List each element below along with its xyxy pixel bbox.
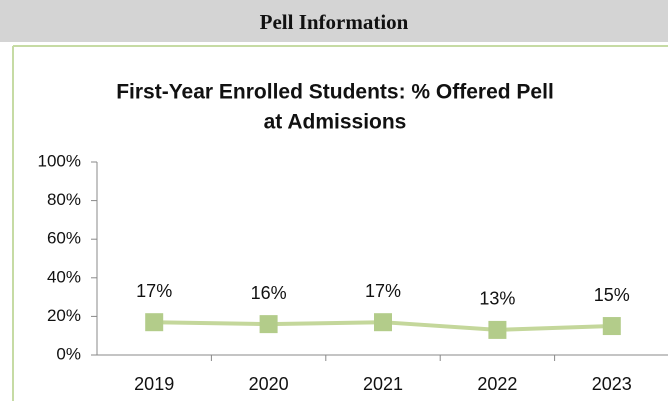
data-label: 13% xyxy=(479,289,515,309)
x-tick-label: 2022 xyxy=(477,374,517,394)
x-tick-label: 2023 xyxy=(592,374,632,394)
y-tick-label: 100% xyxy=(38,151,81,170)
y-tick-label: 80% xyxy=(47,190,81,209)
data-label: 17% xyxy=(365,281,401,301)
x-tick-label: 2019 xyxy=(134,374,174,394)
marker xyxy=(602,317,621,336)
header-title: Pell Information xyxy=(0,0,668,42)
y-tick-label: 0% xyxy=(56,344,81,363)
marker xyxy=(488,320,507,339)
marker xyxy=(145,313,164,332)
chart-title: First-Year Enrolled Students: % Offered … xyxy=(116,81,554,104)
y-tick-label: 40% xyxy=(47,267,81,286)
y-tick-label: 20% xyxy=(47,306,81,325)
x-tick-label: 2021 xyxy=(363,374,403,394)
data-label: 16% xyxy=(251,283,287,303)
marker xyxy=(374,313,392,332)
data-label: 17% xyxy=(136,281,172,301)
y-tick-label: 60% xyxy=(47,229,81,248)
data-label: 15% xyxy=(594,285,630,305)
x-tick-label: 2020 xyxy=(249,374,289,394)
marker xyxy=(259,315,278,334)
chart-title: at Admissions xyxy=(264,111,407,134)
